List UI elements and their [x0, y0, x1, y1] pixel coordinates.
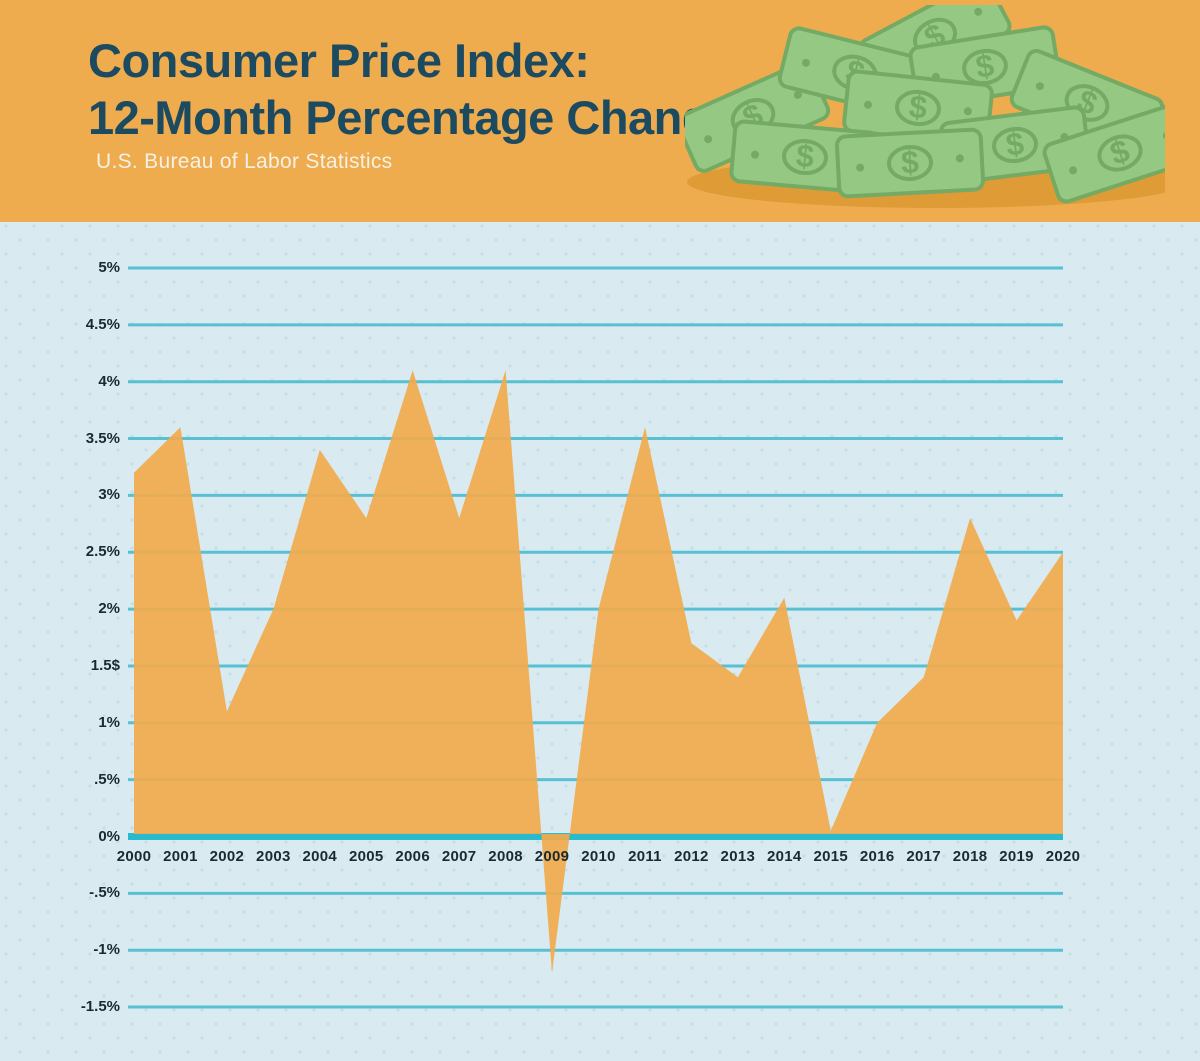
x-axis-label: 2010	[581, 848, 616, 865]
x-axis-label: 2017	[906, 848, 941, 865]
cpi-area-series	[134, 370, 1063, 973]
x-axis-label: 2003	[256, 848, 291, 865]
header-banner: Consumer Price Index: 12-Month Percentag…	[0, 0, 1200, 222]
x-axis-label: 2009	[534, 848, 570, 865]
x-axis-label: 2016	[859, 848, 895, 865]
x-axis-label: 2013	[720, 848, 756, 865]
x-axis-label: 2007	[441, 848, 477, 865]
money-pile-illustration: $ $ $ $ $ $ $ $ $ $	[685, 5, 1165, 208]
y-axis-label: 2.5%	[85, 543, 120, 561]
y-axis-label: 4%	[98, 372, 120, 390]
plot-canvas	[128, 266, 1063, 1009]
dollar-sign-icon: $	[900, 144, 920, 181]
x-axis-label: 2004	[302, 848, 338, 865]
y-axis-label: 0%	[98, 827, 120, 845]
money-bill: $	[834, 127, 986, 199]
y-axis-label: 1.5$	[90, 656, 120, 674]
y-axis-label: 4.5%	[85, 315, 120, 333]
y-axis-label: .5%	[94, 770, 120, 788]
x-axis-label: 2001	[163, 848, 198, 865]
page-title: Consumer Price Index: 12-Month Percentag…	[88, 32, 736, 146]
y-axis-label: 3%	[98, 486, 120, 504]
money-bill: $	[1042, 102, 1165, 204]
dollar-sign-icon: $	[1004, 125, 1026, 163]
y-axis-label: 3.5%	[85, 429, 120, 447]
title-line-2: 12-Month Percentage Change	[88, 91, 736, 144]
x-axis-label: 2012	[674, 848, 709, 865]
x-axis-label: 2005	[348, 848, 384, 865]
x-axis-label: 2008	[488, 848, 523, 865]
y-axis-label: -1.5%	[80, 998, 120, 1016]
x-axis-label: 2002	[209, 848, 245, 865]
page-subtitle: U.S. Bureau of Labor Statistics	[96, 150, 393, 173]
x-axis-label: 2014	[767, 848, 802, 865]
dollar-sign-icon: $	[973, 47, 996, 85]
x-axis-label: 2011	[628, 848, 662, 865]
x-axis-label: 2020	[1045, 848, 1081, 865]
x-axis-label: 2019	[999, 848, 1034, 865]
dollar-sign-icon: $	[795, 137, 816, 174]
y-axis-label: -.5%	[89, 884, 120, 902]
title-line-1: Consumer Price Index:	[88, 34, 590, 87]
y-axis-label: 1%	[98, 713, 120, 731]
x-axis-label: 2000	[116, 848, 152, 865]
y-axis-label: 2%	[98, 600, 120, 618]
x-axis-label: 2018	[952, 848, 988, 865]
cpi-area-chart: 5% 4.5% 4% 3.5% 3% 2.5% 2% 1.5$ 1% .5% 0% -.5% -1% -1…	[0, 222, 1200, 1061]
dollar-sign-icon: $	[907, 88, 929, 126]
y-axis-label: 5%	[98, 259, 120, 276]
y-axis-label: -1%	[93, 941, 120, 959]
x-axis-label: 2006	[395, 848, 430, 865]
x-axis-label: 2015	[813, 848, 849, 865]
